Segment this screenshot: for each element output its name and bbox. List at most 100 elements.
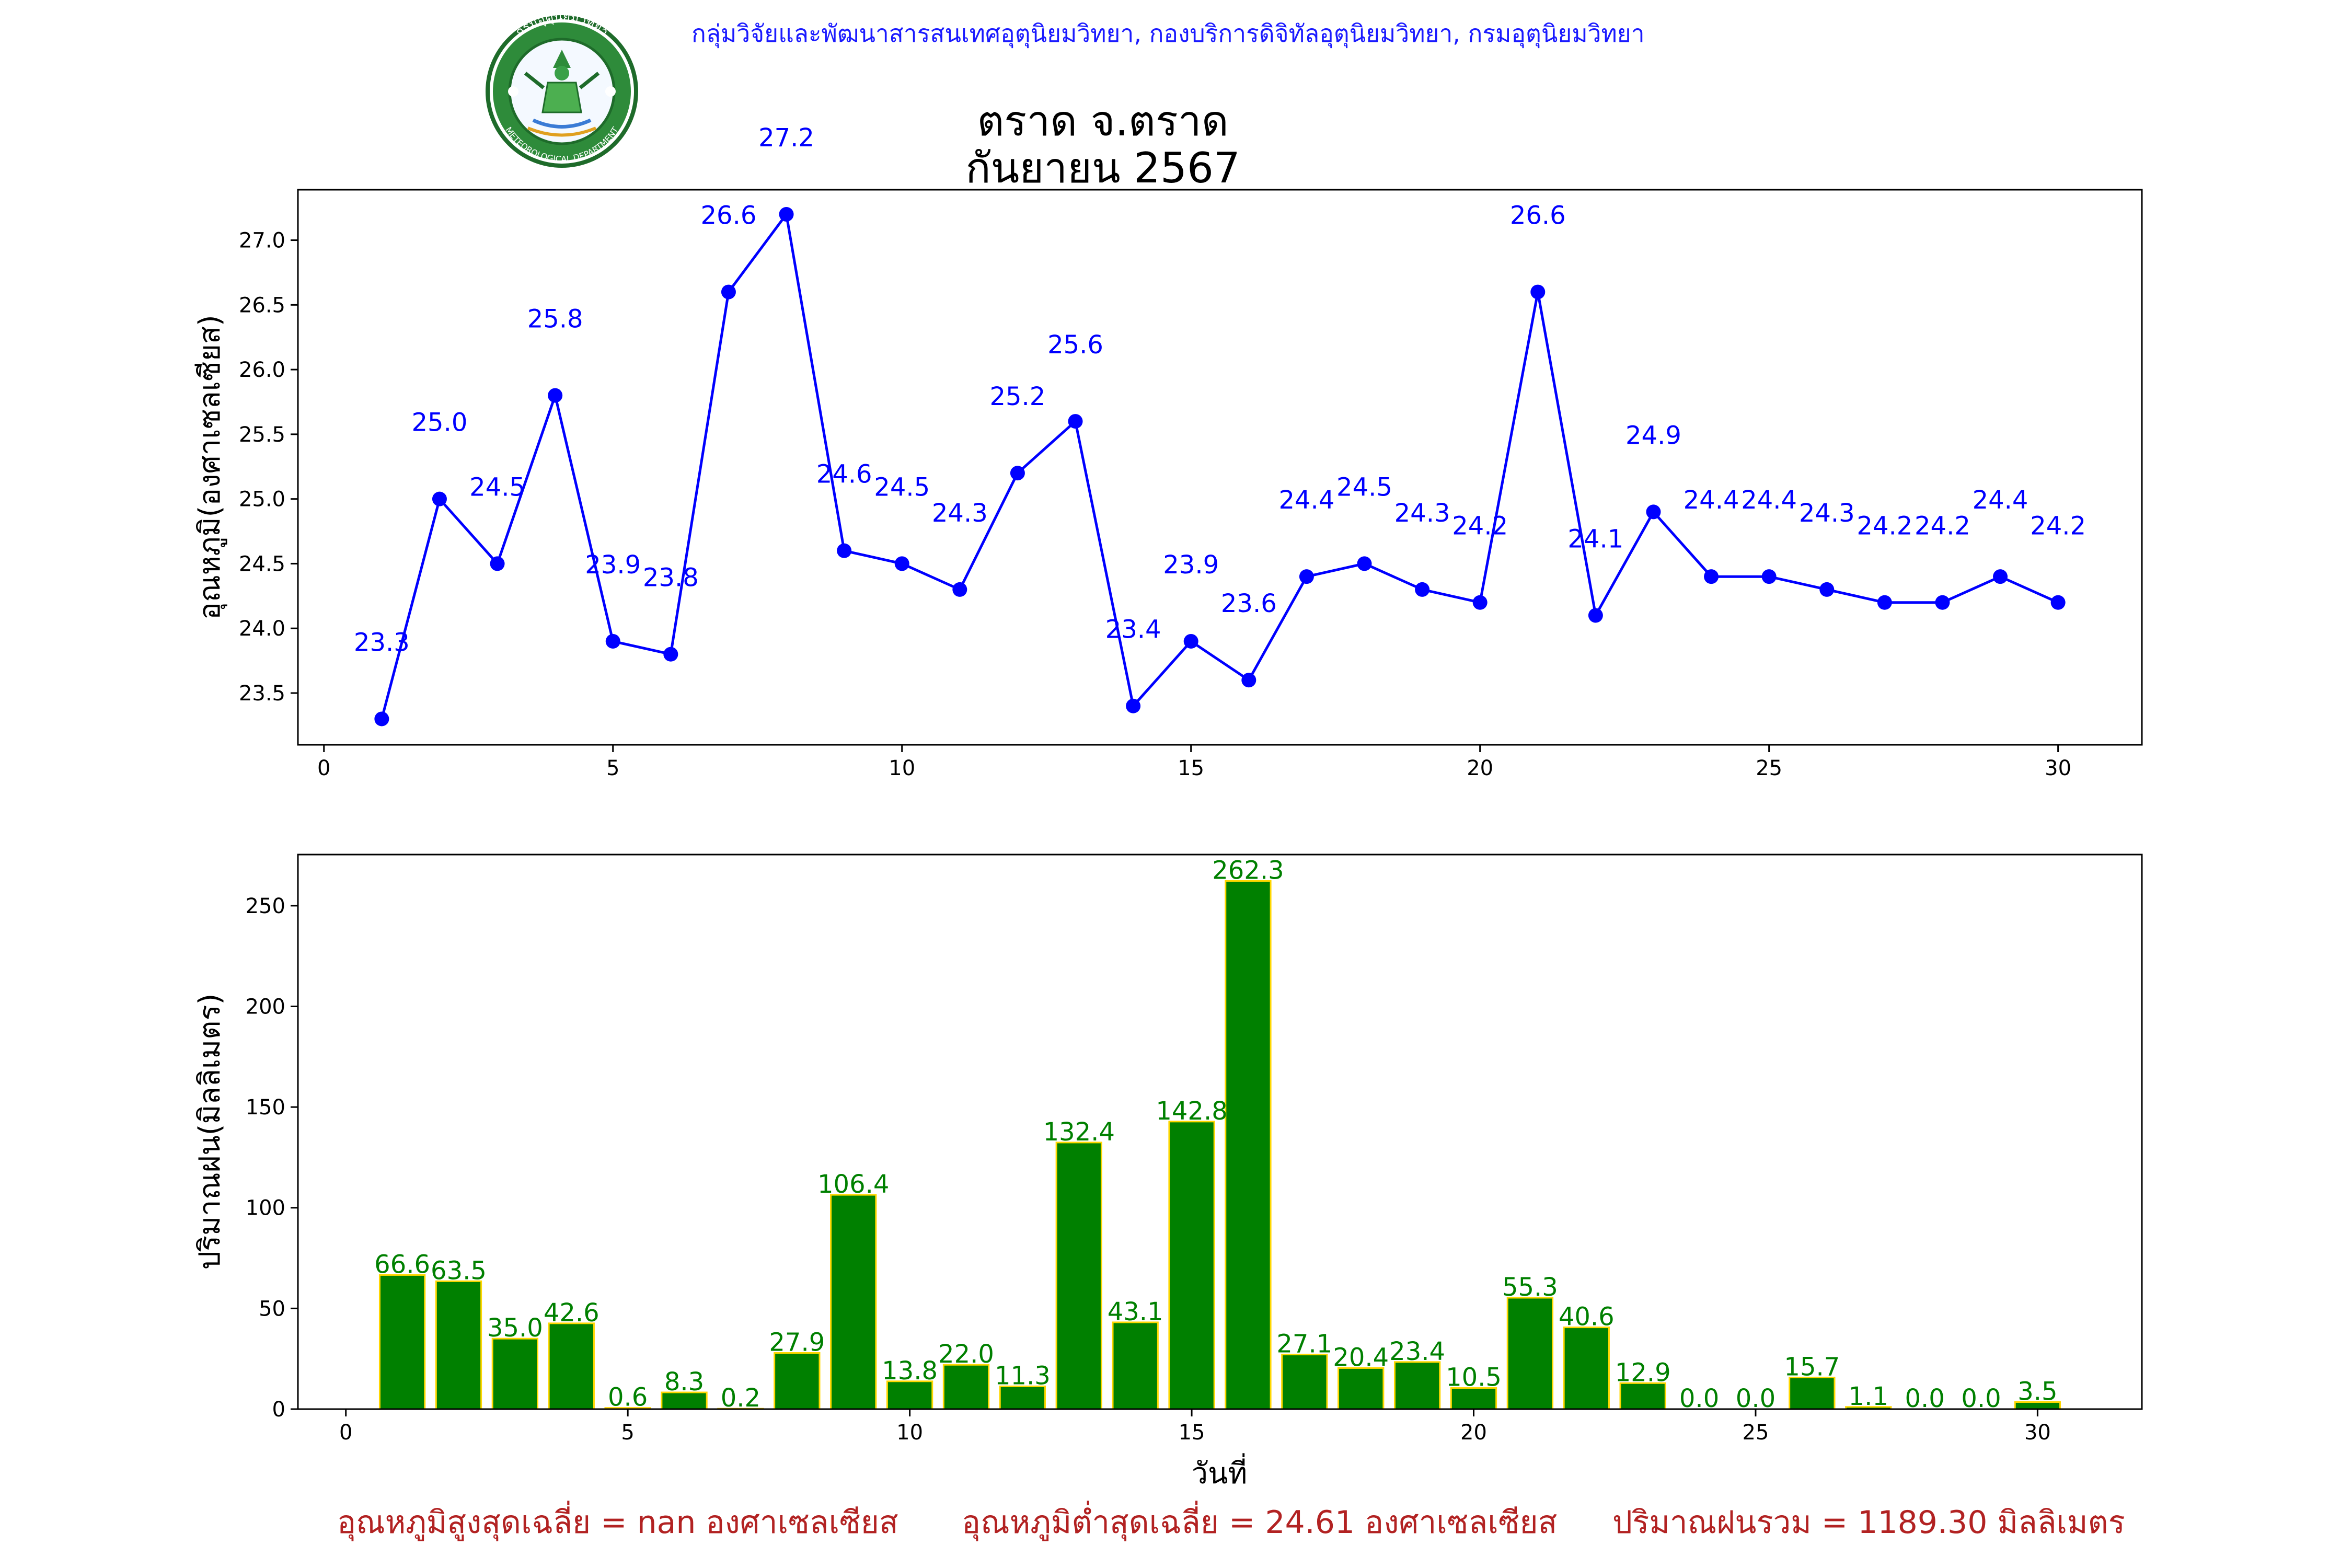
average-max-temperature: อุณหภูมิสูงสุดเฉลี่ย = nan องศาเซลเซียส xyxy=(337,1504,898,1541)
rainfall-y-axis-label: ปริมาณฝน(มิลลิเมตร) xyxy=(193,994,227,1270)
rainfall-bar xyxy=(1225,880,1272,1410)
temperature-point xyxy=(1357,556,1372,571)
temperature-data-label: 24.4 xyxy=(1973,486,2028,515)
rainfall-data-label: 12.9 xyxy=(1615,1358,1671,1387)
rainfall-bar xyxy=(1168,1121,1215,1410)
rainfall-bar xyxy=(1563,1327,1610,1410)
temperature-data-label: 24.2 xyxy=(1452,512,1508,541)
rainfall-data-label: 13.8 xyxy=(882,1356,938,1386)
temperature-point xyxy=(1010,466,1025,481)
temperature-point xyxy=(1935,595,1950,610)
rainfall-bar xyxy=(1450,1387,1497,1410)
rainfall-x-tick-label: 20 xyxy=(1460,1421,1487,1445)
rainfall-data-label: 27.9 xyxy=(769,1328,825,1357)
temperature-y-tick-label: 27.0 xyxy=(239,229,285,253)
temperature-data-label: 25.8 xyxy=(527,305,583,334)
tmd-logo: กรมอุตุนิยมวิทยา METEOROLOGICAL DEPARTME… xyxy=(486,9,638,168)
temperature-data-label: 23.9 xyxy=(585,550,641,580)
rainfall-data-label: 11.3 xyxy=(995,1361,1051,1390)
rainfall-bar xyxy=(1338,1367,1385,1410)
temperature-point xyxy=(490,556,505,571)
rainfall-data-label: 132.4 xyxy=(1043,1117,1115,1147)
temperature-point xyxy=(1183,633,1198,649)
temperature-point xyxy=(1588,608,1603,623)
rainfall-x-tick-label: 5 xyxy=(621,1421,634,1445)
rainfall-data-label: 0.2 xyxy=(721,1383,760,1413)
temperature-x-tick-label: 5 xyxy=(606,756,619,780)
rainfall-data-label: 63.5 xyxy=(431,1256,487,1285)
temperature-axes-frame xyxy=(297,189,2143,746)
temperature-point xyxy=(1472,595,1488,610)
rainfall-data-label: 106.4 xyxy=(817,1170,889,1199)
rainfall-bar-chart: 0 5 10 15 20 25 30 0 50 100 150 200 250 66.6 63.535.0… xyxy=(193,854,2143,1491)
temperature-data-label: 23.4 xyxy=(1105,615,1161,644)
rainfall-bar xyxy=(491,1338,539,1410)
temperature-point xyxy=(374,711,389,727)
rainfall-bar xyxy=(661,1391,708,1410)
temperature-point xyxy=(1646,504,1661,520)
rainfall-x-tick-label: 25 xyxy=(1743,1421,1769,1445)
temperature-data-label: 25.6 xyxy=(1047,330,1103,360)
rainfall-data-label: 42.6 xyxy=(544,1298,599,1328)
rainfall-data-label: 262.3 xyxy=(1212,856,1284,885)
temperature-data-label: 24.3 xyxy=(932,499,988,528)
temperature-point xyxy=(894,556,909,571)
rainfall-data-label: 22.0 xyxy=(938,1340,994,1369)
temperature-data-label: 24.2 xyxy=(1915,512,1970,541)
temperature-data-label: 24.3 xyxy=(1394,499,1450,528)
rainfall-y-tick-label: 0 xyxy=(272,1398,285,1422)
rainfall-bar xyxy=(435,1280,482,1410)
temperature-point xyxy=(1530,284,1546,299)
temperature-y-tick-label: 26.5 xyxy=(239,293,285,317)
temperature-line-chart: 0 5 10 15 20 25 30 23.5 24.0 24.5 25.0 25.5 26.0 26.5… xyxy=(193,123,2143,780)
rainfall-data-label: 35.0 xyxy=(487,1313,543,1343)
temperature-data-label: 24.4 xyxy=(1278,486,1334,515)
temperature-point xyxy=(721,284,736,299)
temperature-point xyxy=(952,582,967,597)
rainfall-data-label: 8.3 xyxy=(664,1367,704,1397)
rainfall-data-label: 66.6 xyxy=(374,1250,430,1279)
rainfall-data-label: 142.8 xyxy=(1156,1097,1227,1126)
temperature-y-tick-label: 25.0 xyxy=(239,488,285,512)
temperature-data-label: 23.6 xyxy=(1221,589,1277,618)
temperature-point xyxy=(432,491,447,506)
temperature-x-tick-label: 15 xyxy=(1178,756,1204,780)
temperature-y-tick-label: 26.0 xyxy=(239,358,285,382)
temperature-data-label: 24.2 xyxy=(1857,512,1912,541)
temperature-x-tick-label: 25 xyxy=(1756,756,1782,780)
temperature-data-label: 24.1 xyxy=(1567,524,1623,554)
rainfall-data-label: 10.5 xyxy=(1446,1363,1502,1392)
temperature-point xyxy=(1761,569,1777,584)
temperature-y-tick-label: 24.5 xyxy=(239,552,285,576)
rainfall-data-label: 20.4 xyxy=(1333,1343,1389,1372)
rainfall-bar xyxy=(1281,1354,1328,1410)
temperature-point xyxy=(663,647,678,662)
temperature-data-label: 24.5 xyxy=(1336,472,1392,502)
temperature-point xyxy=(1415,582,1430,597)
rainfall-data-label: 55.3 xyxy=(1502,1273,1558,1302)
temperature-data-label: 24.6 xyxy=(816,460,872,489)
rainfall-data-label: 23.4 xyxy=(1389,1337,1445,1366)
temperature-y-axis-label: อุณหภูมิ(องศาเซลเซียส) xyxy=(193,315,227,620)
temperature-point xyxy=(1877,595,1892,610)
temperature-x-tick-label: 30 xyxy=(2045,756,2071,780)
temperature-x-tick-label: 10 xyxy=(889,756,915,780)
temperature-data-label: 26.6 xyxy=(1510,201,1566,230)
temperature-point xyxy=(779,207,794,222)
chart-title-station: ตราด จ.ตราด xyxy=(977,97,1229,145)
temperature-point xyxy=(1068,414,1083,429)
rainfall-x-tick-label: 10 xyxy=(896,1421,923,1445)
rainfall-data-label: 40.6 xyxy=(1559,1302,1615,1332)
temperature-y-tick-label: 25.5 xyxy=(239,423,285,447)
temperature-data-label: 25.2 xyxy=(989,382,1045,411)
temperature-point xyxy=(605,633,620,649)
chart-title-month: กันยายน 2567 xyxy=(965,144,1240,192)
rainfall-bar xyxy=(830,1194,877,1410)
rainfall-y-tick-label: 200 xyxy=(246,995,285,1019)
rainfall-x-tick-label: 0 xyxy=(339,1421,352,1445)
temperature-point xyxy=(548,388,563,403)
temperature-data-label: 23.8 xyxy=(643,563,699,593)
rainfall-bar xyxy=(1619,1382,1666,1410)
temperature-point xyxy=(2050,595,2066,610)
